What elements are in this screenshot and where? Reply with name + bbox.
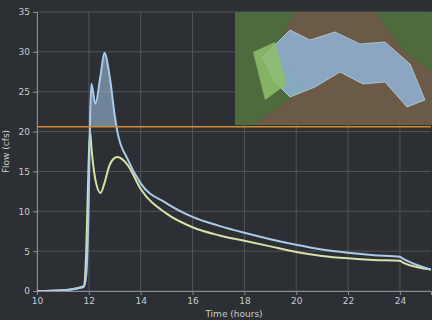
x-axis: 10 12 14 16 18 20 22 24 [32, 291, 432, 306]
y-axis-title: Flow (cfs) [1, 130, 11, 173]
tick-mark [244, 291, 245, 295]
tick-mark [33, 132, 37, 133]
tick-mark [89, 291, 90, 295]
tick-mark [33, 291, 37, 292]
tick: 18 [239, 291, 251, 306]
axis-line [33, 13, 38, 292]
tick: 24 [395, 291, 407, 306]
tick-label: 14 [135, 296, 147, 306]
tick-mark [33, 211, 37, 212]
tick: 14 [135, 291, 147, 306]
tick-label: 18 [239, 296, 251, 306]
grid-line [140, 12, 141, 291]
tick-label: 35 [19, 7, 30, 17]
grid-line [37, 211, 431, 212]
tick-mark [193, 291, 194, 295]
grid-line [37, 251, 431, 252]
map-ground [235, 12, 432, 125]
tick-mark [33, 52, 37, 53]
tick-label: 30 [19, 47, 31, 57]
tick-mark [348, 291, 349, 295]
tick: 10 [19, 207, 37, 217]
map-dam [253, 42, 287, 100]
tick: 16 [187, 291, 199, 306]
grid [37, 12, 431, 291]
tick: 20 [291, 291, 303, 306]
tick-label: 0 [24, 286, 30, 296]
y-axis: 0 5 10 15 20 25 30 35 [19, 7, 38, 296]
tick-label: 20 [291, 296, 303, 306]
background [0, 0, 432, 320]
axis-line [38, 292, 432, 296]
tick: 12 [84, 291, 95, 306]
tick-label: 10 [19, 207, 31, 217]
tick-mark [296, 291, 297, 295]
grid-line [37, 171, 431, 172]
tick: 22 [343, 291, 354, 306]
tick: 0 [24, 286, 37, 296]
tick: 25 [19, 87, 37, 97]
tick-mark [400, 291, 401, 295]
threshold-line [37, 126, 431, 128]
tick: 35 [19, 7, 37, 17]
tick: 5 [24, 247, 37, 257]
flow-line [37, 132, 431, 291]
tick-label: 22 [343, 296, 354, 306]
tick-label: 25 [19, 87, 30, 97]
tick-label: 24 [395, 296, 407, 306]
tick-label: 10 [32, 296, 44, 306]
grid-line [192, 12, 193, 291]
tick-mark [33, 92, 37, 93]
tick-label: 15 [19, 167, 30, 177]
tick-mark [33, 12, 37, 13]
inset-map [235, 12, 432, 125]
tick: 20 [19, 127, 37, 137]
map-pond [263, 30, 425, 107]
tick: 10 [32, 291, 44, 306]
tick-label: 20 [19, 127, 31, 137]
map-trees [235, 12, 432, 125]
grid-line [37, 131, 431, 132]
tick: 15 [19, 167, 37, 177]
tick-mark [33, 251, 37, 252]
tick-mark [141, 291, 142, 295]
x-axis-title: Time (hours) [204, 309, 262, 319]
tick: 30 [19, 47, 37, 57]
plot: 10 12 14 16 18 20 22 24 0 5 10 15 20 25 30 35 [19, 7, 432, 306]
tick-mark [33, 171, 37, 172]
chart: 10 12 14 16 18 20 22 24 0 5 10 15 20 25 30 35 Time (hour… [0, 0, 432, 320]
tick-label: 12 [84, 296, 95, 306]
tick-label: 16 [187, 296, 199, 306]
tick-label: 5 [24, 247, 30, 257]
